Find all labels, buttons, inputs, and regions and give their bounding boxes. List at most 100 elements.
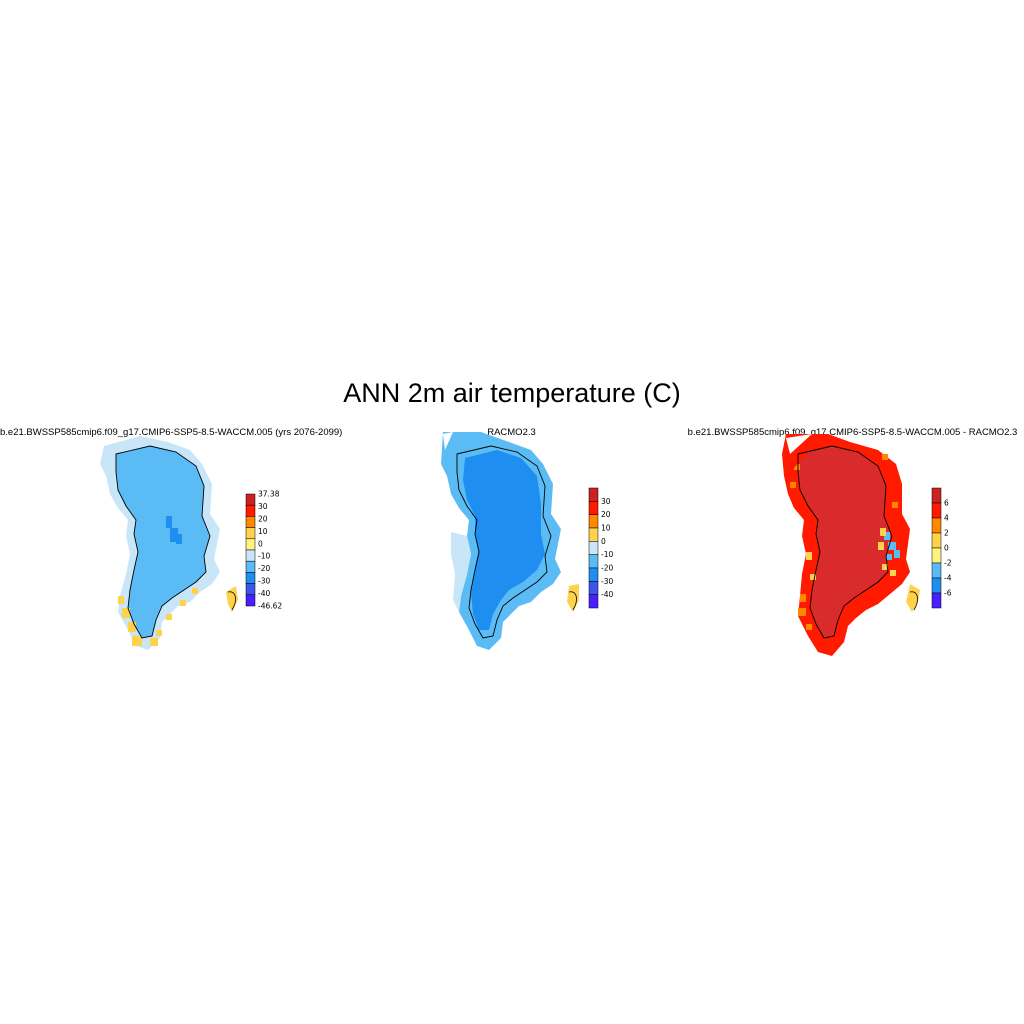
coastal-cell	[128, 622, 136, 632]
colorbar-label: -20	[601, 564, 613, 573]
colorbar-label: -10	[601, 550, 613, 559]
coastal-cell	[790, 482, 796, 488]
colorbar-label: 0	[944, 544, 949, 553]
colorbar-swatch	[588, 567, 599, 582]
colorbar-label: 20	[258, 514, 268, 523]
small-change-cell	[806, 552, 812, 560]
island-fill	[226, 586, 238, 612]
coastal-cell	[806, 624, 812, 630]
island-fill	[567, 584, 579, 612]
colorbar-swatch	[588, 541, 599, 555]
colorbar-swatch	[588, 501, 599, 515]
colorbar-label: -30	[258, 577, 270, 586]
coastal-cell	[794, 464, 800, 470]
colorbar-label: 0	[258, 539, 263, 548]
negative-cell	[888, 542, 896, 550]
small-change-cell	[882, 564, 888, 570]
colorbar-swatch	[245, 516, 256, 528]
island-coastline	[227, 591, 236, 611]
coastal-cell	[892, 502, 898, 508]
small-change-cell	[810, 574, 816, 580]
panel-racmo: RACMO2.3 30 20 10 0 -10 -20 -30 -40	[341, 424, 682, 674]
colorbar-label: 0	[601, 537, 606, 546]
colorbar-swatch	[245, 549, 256, 562]
colorbar-swatch	[931, 547, 942, 564]
coastal-cell	[118, 596, 124, 604]
coastline	[797, 445, 893, 639]
coastline	[115, 445, 211, 639]
colorbar-label: -20	[258, 564, 270, 573]
colorbar-label: -30	[601, 577, 613, 586]
panel-difference: b.e21.BWSSP585cmip6.f09_g17.CMIP6-SSP5-8…	[682, 424, 1023, 674]
core-cell	[170, 528, 178, 542]
water-gap	[443, 432, 453, 450]
colorbar-swatch	[245, 527, 256, 540]
greenland-map	[441, 432, 579, 650]
colorbar: 37.38 30 20 10 0 -10 -20 -30 -40 -46.62	[245, 490, 282, 611]
colorbar-label: 20	[601, 510, 611, 519]
colorbar-swatch	[931, 577, 942, 594]
coastal-cell	[800, 594, 806, 602]
colorbar-label: 2	[944, 529, 949, 538]
colorbar-label: 30	[258, 502, 268, 511]
coastal-cell	[192, 588, 198, 594]
negative-cell	[884, 532, 890, 540]
colorbar: 6 4 2 0 -2 -4 -6	[931, 487, 952, 609]
colorbar-label: 6	[944, 499, 949, 508]
negative-cell	[886, 554, 892, 560]
colorbar-swatch	[245, 572, 256, 584]
island-coastline	[909, 591, 918, 611]
colorbar-swatch	[588, 487, 599, 502]
coastal-cell	[156, 630, 162, 636]
map-model: 37.38 30 20 10 0 -10 -20 -30 -40 -46.62	[100, 436, 282, 650]
coastal-cell	[180, 600, 186, 606]
coastal-cell	[122, 608, 130, 618]
greenland-map	[782, 434, 920, 656]
panel-title: b.e21.BWSSP585cmip6.f09_g17.CMIP6-SSP5-8…	[687, 427, 1018, 438]
colorbar: 30 20 10 0 -10 -20 -30 -40	[588, 487, 613, 609]
colorbar-label: -6	[944, 589, 952, 598]
colorbar-swatch	[588, 581, 599, 595]
colorbar-label: 4	[944, 514, 949, 523]
interior-fill	[463, 450, 545, 630]
map-difference: 6 4 2 0 -2 -4 -6	[782, 434, 952, 656]
western-margin	[451, 532, 471, 612]
colorbar-label: -46.62	[258, 602, 282, 611]
colorbar-swatch	[931, 592, 942, 609]
colorbar-swatch	[931, 517, 942, 534]
colorbar-swatch	[931, 502, 942, 519]
colorbar-swatch	[931, 487, 942, 504]
colorbar-swatch	[245, 538, 256, 551]
water-gap	[786, 434, 812, 454]
colorbar-swatch	[931, 532, 942, 549]
coastal-cell	[132, 636, 142, 646]
colorbar-swatch	[588, 527, 599, 542]
colorbar-swatch	[245, 504, 256, 517]
colorbar-swatch	[245, 594, 256, 607]
small-change-cell	[878, 542, 884, 550]
colorbar-swatch	[588, 514, 599, 529]
colorbar-swatch	[245, 560, 256, 573]
colorbar-label: -2	[944, 559, 952, 568]
colorbar-label: -4	[944, 574, 952, 583]
colorbar-label: 30	[601, 497, 611, 506]
colorbar-swatch	[245, 493, 256, 506]
small-change-cell	[880, 528, 886, 536]
colorbar-label: 10	[601, 524, 611, 533]
colorbar-label: 37.38	[258, 490, 280, 499]
island-coastline	[568, 591, 577, 611]
main-title: ANN 2m air temperature (C)	[343, 378, 681, 408]
colorbar-label: -10	[258, 552, 270, 561]
coastal-cell	[882, 454, 888, 460]
colorbar-label: -40	[601, 590, 613, 599]
colorbar-swatch	[588, 594, 599, 609]
colorbar-swatch	[588, 554, 599, 569]
colorbar-swatch	[931, 562, 942, 579]
coastal-cell	[798, 608, 806, 616]
negative-cell	[894, 550, 900, 558]
interior-fill	[116, 446, 210, 638]
interior-fill	[798, 446, 892, 638]
colorbar-label: -40	[258, 589, 270, 598]
colorbar-swatch	[245, 583, 256, 596]
coastline	[456, 445, 552, 639]
